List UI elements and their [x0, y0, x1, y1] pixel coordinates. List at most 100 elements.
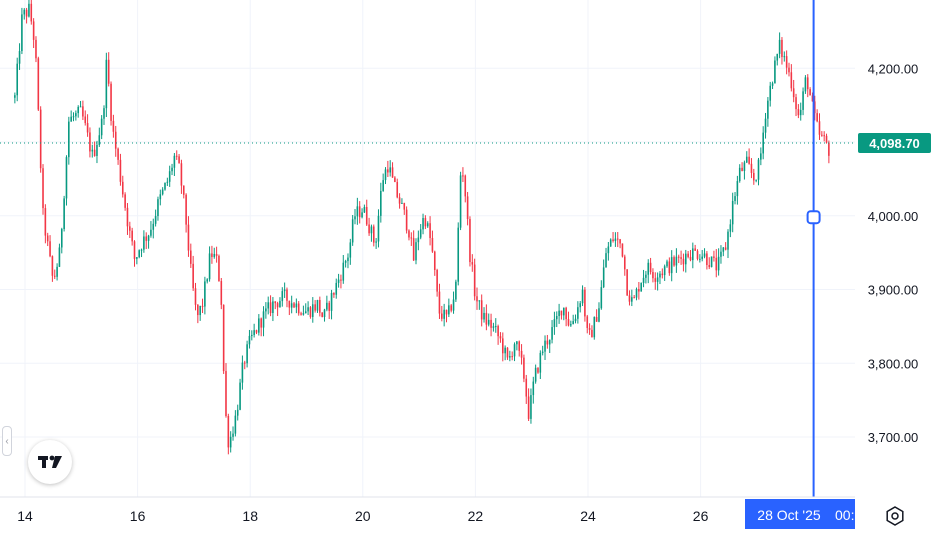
candle-body: [675, 256, 678, 266]
y-tick-label: 3,700.00: [868, 430, 919, 445]
candle-body: [680, 257, 682, 259]
tradingview-logo-icon: [38, 455, 62, 468]
candle-body: [344, 261, 347, 263]
candle-body: [727, 231, 729, 250]
candle-body: [433, 251, 436, 270]
candle-body: [419, 229, 422, 238]
candle-body: [767, 100, 769, 119]
candle-body: [279, 301, 281, 308]
candle-body: [760, 153, 762, 160]
candle-body: [562, 307, 565, 316]
candle-body: [745, 156, 748, 163]
candlestick-series: [14, 0, 830, 455]
candle-body: [506, 347, 509, 358]
candle-body: [823, 135, 825, 137]
candle-body: [595, 317, 598, 322]
candle-body: [21, 14, 23, 52]
candle-body: [483, 312, 485, 320]
candle-body: [628, 295, 631, 302]
candle-body: [487, 319, 490, 325]
candle-body: [265, 308, 267, 312]
candle-body: [220, 281, 223, 305]
candle-body: [438, 291, 441, 314]
candle-body: [696, 250, 699, 259]
candle-body: [326, 302, 328, 310]
candle-body: [14, 95, 16, 98]
candle-body: [813, 101, 816, 114]
candle-body: [96, 144, 98, 156]
candle-body: [65, 157, 68, 199]
candle-body: [534, 367, 537, 382]
candle-body: [103, 108, 105, 119]
candle-body: [659, 273, 661, 278]
candle-body: [792, 88, 795, 98]
candle-body: [276, 303, 279, 308]
candle-body: [509, 356, 511, 358]
candle-body: [330, 293, 333, 311]
price-axis[interactable]: 3,700.003,800.003,900.004,000.004,100.00…: [868, 61, 919, 445]
candle-body: [661, 273, 664, 276]
candle-body: [100, 118, 103, 136]
candle-body: [267, 302, 270, 309]
candle-body: [208, 253, 211, 280]
candle-body: [771, 83, 774, 86]
candle-body: [647, 262, 650, 275]
candle-body: [757, 159, 760, 180]
candle-body: [396, 182, 399, 198]
candle-body: [513, 344, 516, 357]
candle-body: [236, 409, 239, 416]
candle-body: [44, 208, 47, 236]
candle-body: [480, 300, 483, 320]
candle-body: [731, 200, 734, 225]
candle-body: [452, 299, 455, 311]
candle-body: [290, 303, 293, 308]
candle-body: [626, 269, 628, 296]
candle-body: [490, 319, 492, 328]
candle-body: [354, 216, 356, 220]
candle-body: [363, 207, 366, 213]
y-tick-label: 4,000.00: [868, 209, 919, 224]
candle-body: [302, 313, 305, 315]
candle-body: [114, 131, 117, 149]
candle-body: [570, 324, 572, 326]
candle-body: [384, 169, 387, 181]
candle-body: [633, 297, 635, 299]
collapse-panel-button[interactable]: ‹: [2, 426, 12, 456]
candle-body: [380, 190, 382, 216]
candle-body: [588, 328, 591, 330]
candle-body: [159, 194, 162, 200]
candle-body: [806, 77, 809, 90]
candle-body: [53, 275, 56, 277]
candle-body: [553, 319, 556, 328]
candle-body: [140, 249, 143, 251]
candle-body: [602, 267, 605, 288]
candle-body: [539, 352, 542, 373]
candle-body: [180, 163, 183, 186]
candle-body: [340, 279, 342, 281]
tradingview-logo[interactable]: [28, 440, 72, 484]
candle-body: [49, 241, 51, 257]
candle-body: [499, 336, 502, 339]
candle-body: [403, 202, 406, 210]
candle-body: [684, 253, 687, 265]
candle-body: [351, 219, 354, 243]
candle-body: [391, 167, 394, 178]
candle-body: [356, 206, 359, 217]
candle-body: [112, 120, 115, 132]
crosshair-handle[interactable]: [806, 210, 821, 225]
candle-body: [204, 281, 206, 307]
settings-button[interactable]: [884, 505, 906, 527]
candle-body: [574, 318, 577, 322]
candle-body: [372, 226, 375, 243]
time-axis[interactable]: 14 16 18 20 22 24 26: [17, 508, 708, 524]
candle-body: [25, 9, 28, 17]
candle-body: [347, 257, 349, 262]
candle-body: [89, 132, 91, 152]
candle-body: [175, 155, 178, 157]
candle-body: [584, 289, 586, 317]
candle-body: [715, 257, 718, 271]
candle-body: [194, 288, 197, 305]
candle-body: [79, 106, 82, 108]
candle-body: [431, 238, 434, 252]
